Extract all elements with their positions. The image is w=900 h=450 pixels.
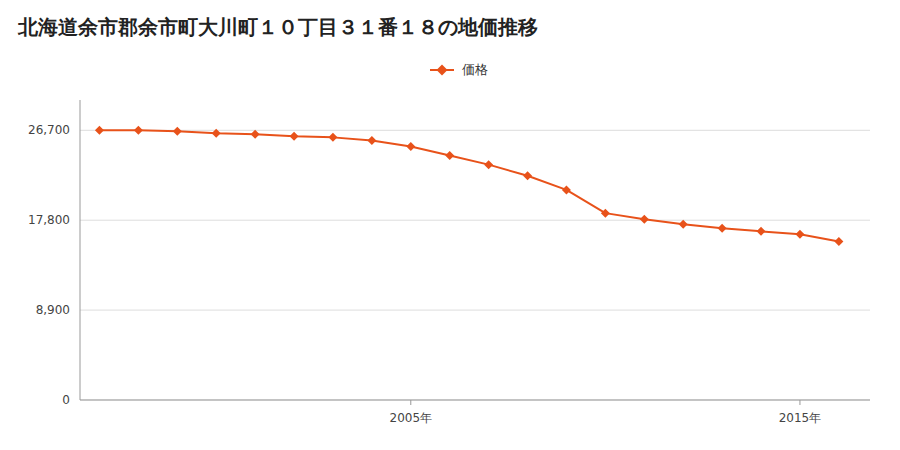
y-tick-label: 8,900	[36, 303, 70, 317]
y-tick-label: 0	[62, 393, 70, 407]
plot-area	[95, 126, 843, 246]
line	[99, 130, 838, 241]
legend-marker	[437, 65, 448, 76]
marker	[173, 127, 182, 136]
marker	[251, 130, 260, 139]
x-tick	[410, 400, 411, 405]
marker	[367, 136, 376, 145]
x-tick	[799, 400, 800, 405]
grid-line	[80, 310, 870, 311]
x-axis-line	[80, 400, 870, 401]
marker	[795, 230, 804, 239]
marker	[640, 215, 649, 224]
marker	[95, 126, 104, 135]
title: 北海道余市郡余市町大川町１０丁目３１番１８の地価推移	[17, 15, 538, 39]
marker	[679, 220, 688, 229]
x-tick-label: 2005年	[390, 411, 433, 425]
marker	[562, 185, 571, 194]
legend-label: 価格	[462, 62, 488, 77]
y-tick-label: 17,800	[28, 213, 70, 227]
marker	[134, 126, 143, 135]
chart: 北海道余市郡余市町大川町１０丁目３１番１８の地価推移 0 8,900 17,800 26…	[0, 0, 900, 450]
marker	[718, 224, 727, 233]
marker	[212, 129, 221, 138]
marker	[406, 142, 415, 151]
y-axis-line	[80, 100, 81, 400]
marker	[601, 209, 610, 218]
marker	[445, 151, 454, 160]
grid-line	[80, 220, 870, 221]
marker	[523, 171, 532, 180]
y-tick-label: 26,700	[28, 123, 70, 137]
grid-line	[80, 400, 870, 401]
background	[0, 0, 900, 450]
marker	[834, 237, 843, 246]
y-grid	[80, 130, 870, 400]
marker	[290, 132, 299, 141]
marker	[484, 160, 493, 169]
marker	[757, 227, 766, 236]
grid-line	[80, 130, 870, 131]
legend: 価格	[430, 62, 488, 77]
marker	[328, 133, 337, 142]
x-tick-label: 2015年	[779, 411, 822, 425]
